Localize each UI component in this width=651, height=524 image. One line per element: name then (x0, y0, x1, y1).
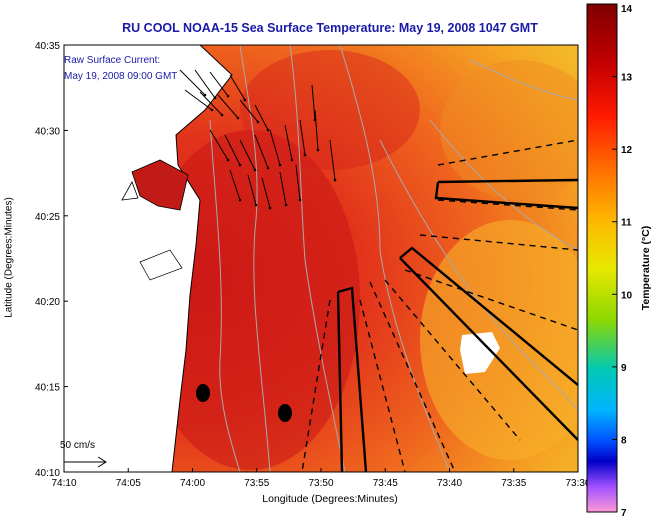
transect-box-north (434, 178, 578, 210)
y-axis-label: Latitude (Degrees:Minutes) (3, 197, 15, 318)
x-tick-label: 73:35 (501, 478, 526, 489)
inlet-land (139, 249, 183, 281)
x-tick-label: 74:05 (116, 478, 141, 489)
colorbar-label: Temperature (°C) (640, 225, 651, 311)
y-tick-label: 40:15 (35, 383, 60, 394)
x-tick-label: 73:40 (437, 478, 462, 489)
x-tick-label: 73:55 (244, 478, 269, 489)
x-tick-label: 73:45 (373, 478, 398, 489)
colorbar-tick-label: 12 (621, 145, 633, 156)
y-tick-label: 40:20 (35, 297, 60, 308)
y-tick-label: 40:30 (35, 126, 60, 137)
y-tick-label: 40:35 (35, 41, 60, 52)
y-tick-label: 40:25 (35, 212, 60, 223)
cloud-mask (460, 332, 500, 374)
colorbar-tick-label: 10 (621, 290, 633, 301)
colorbar-tick-label: 7 (621, 508, 627, 519)
spit-island (121, 181, 139, 201)
colorbar-tick-label: 11 (621, 218, 632, 229)
y-axis: 40:35 40:30 40:25 40:20 40:15 40:10 (35, 41, 68, 479)
bathymetry-contours (209, 45, 578, 472)
colorbar-tick-label: 13 (621, 73, 633, 84)
chart-title: RU COOL NOAA-15 Sea Surface Temperature:… (122, 21, 538, 35)
transect-boxes (336, 178, 578, 472)
surface-current-vectors (179, 69, 336, 209)
x-tick-label: 74:10 (51, 478, 76, 489)
colorbar-tick-label: 8 (621, 435, 627, 446)
scale-bar-label: 50 cm/s (60, 440, 96, 451)
scale-arrow-head (97, 456, 107, 468)
cool-water-patch (440, 60, 578, 200)
annotation-line-1: Raw Surface Current: (64, 55, 161, 66)
colorbar-ticks: 14 13 12 11 10 9 8 7 (612, 3, 633, 519)
colorbar (586, 3, 618, 513)
x-tick-label: 73:50 (308, 478, 333, 489)
x-axis: 74:10 74:05 74:00 73:55 73:50 73:45 73:40 73:35… (51, 468, 591, 489)
current-arrowheads (203, 93, 337, 210)
station-marker (278, 404, 292, 422)
colorbar-tick-label: 14 (621, 4, 633, 15)
annotation-line-2: May 19, 2008 09:00 GMT (64, 71, 178, 82)
x-tick-label: 74:00 (180, 478, 205, 489)
bay-water (131, 159, 189, 211)
station-marker (196, 384, 210, 402)
colorbar-tick-label: 9 (621, 363, 627, 374)
x-tick-label: 73:30 (565, 478, 590, 489)
transect-box-south (336, 286, 368, 472)
transect-box-diagonal (399, 246, 578, 441)
map-plot-area (64, 45, 578, 472)
dashed-transect-lines (301, 139, 578, 472)
warm-water-patch (240, 50, 420, 170)
x-axis-label: Longitude (Degrees:Minutes) (262, 493, 398, 505)
y-tick-label: 40:10 (35, 468, 60, 479)
